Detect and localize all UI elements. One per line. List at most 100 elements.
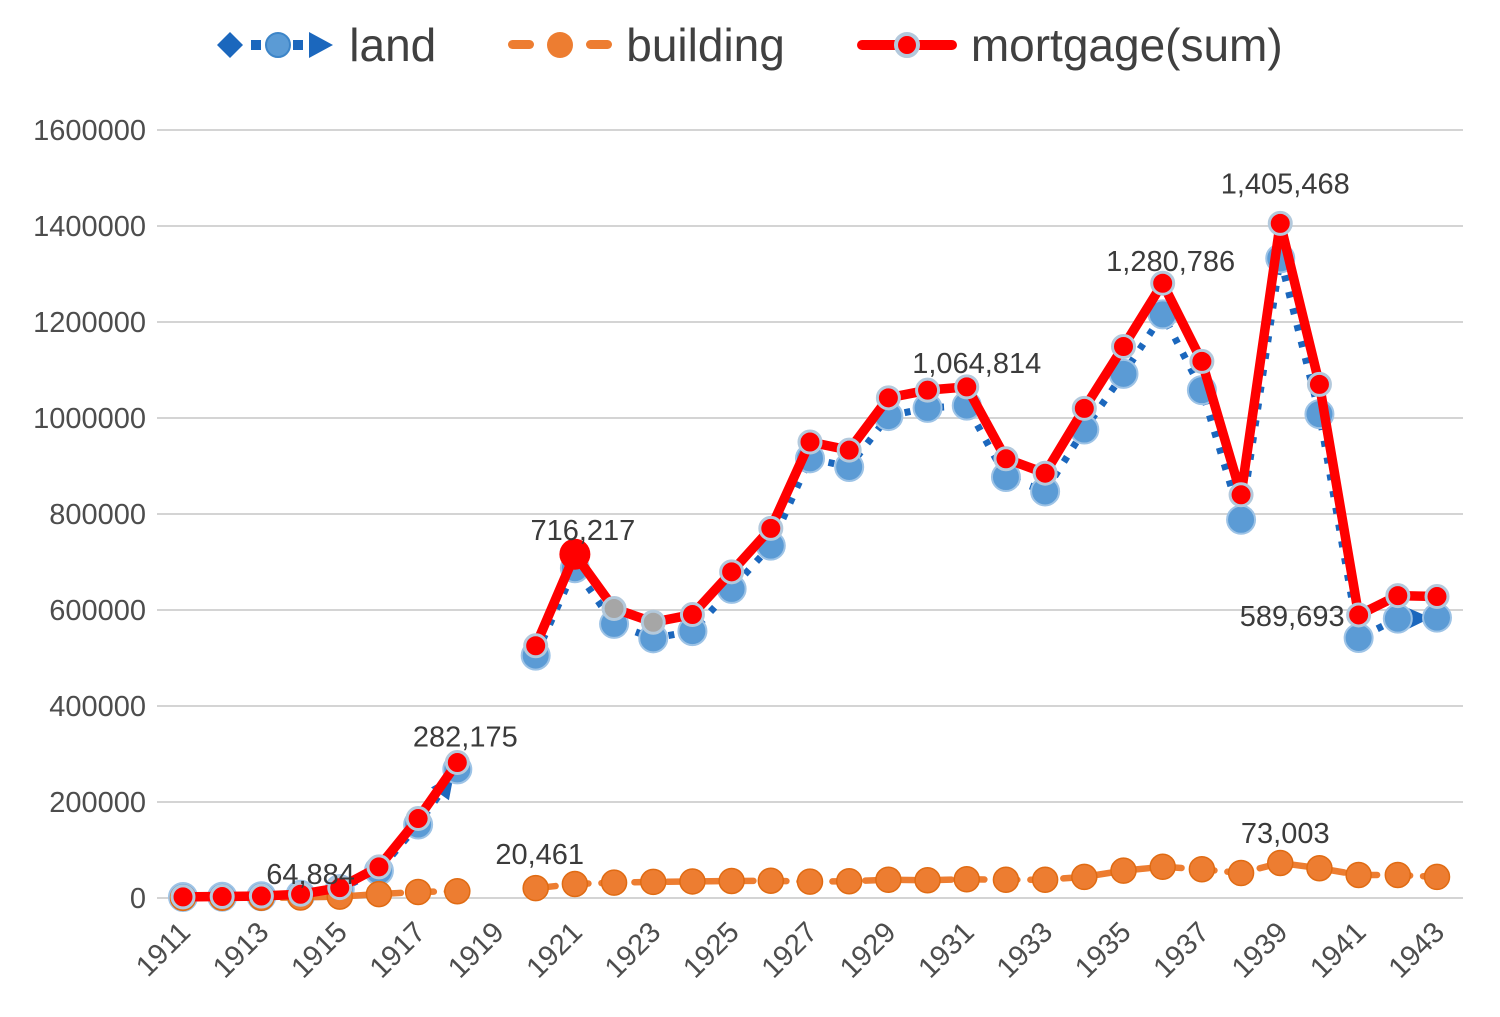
- series-mortgage(sum): [170, 210, 1450, 910]
- x-axis-tick-label: 1919: [442, 916, 510, 984]
- svg-text:1935: 1935: [1069, 916, 1137, 984]
- x-axis-tick-label: 1915: [285, 916, 353, 984]
- x-axis-tick-label: 1937: [1148, 916, 1216, 984]
- x-axis-tick-label: 1925: [677, 916, 745, 984]
- data-point-marker: [993, 446, 1019, 472]
- data-point-marker: [836, 437, 862, 463]
- data-label: 64,884: [266, 859, 355, 891]
- data-point-marker: [1384, 861, 1412, 889]
- x-axis-tick-label: 1931: [912, 916, 980, 984]
- x-axis-tick-label: 1923: [599, 916, 667, 984]
- data-point-marker: [405, 806, 431, 832]
- svg-text:1943: 1943: [1383, 916, 1451, 984]
- data-point-marker: [1150, 270, 1176, 296]
- y-axis-tick-label: 1000000: [33, 403, 146, 435]
- data-point-marker: [915, 377, 941, 403]
- svg-text:1929: 1929: [834, 916, 902, 984]
- data-point-marker: [954, 374, 980, 400]
- svg-text:1921: 1921: [521, 916, 589, 984]
- data-point-marker: [327, 875, 353, 901]
- data-point-marker: [1031, 866, 1059, 894]
- data-point-marker: [1110, 857, 1137, 884]
- x-axis-tick-label: 1911: [130, 916, 197, 983]
- data-point-marker: [1267, 849, 1294, 877]
- svg-text:1927: 1927: [756, 916, 824, 984]
- data-point-marker: [796, 868, 824, 895]
- data-point-marker: [835, 867, 863, 895]
- svg-text:1919: 1919: [442, 916, 510, 984]
- data-point-marker: [444, 750, 470, 776]
- data-point-marker: [758, 515, 784, 541]
- y-axis-tick-label: 800000: [49, 499, 146, 531]
- data-point-marker: [640, 868, 667, 896]
- x-axis-tick-label: 1917: [364, 916, 432, 984]
- data-point-marker: [559, 538, 591, 570]
- svg-text:1931: 1931: [912, 916, 980, 984]
- data-point-marker: [1228, 482, 1254, 508]
- data-point-marker: [1382, 603, 1413, 634]
- data-point-marker: [523, 633, 549, 659]
- data-point-marker: [1188, 855, 1216, 883]
- data-point-marker: [601, 596, 627, 622]
- data-point-marker: [719, 559, 745, 585]
- data-point-marker: [953, 866, 980, 893]
- data-point-marker: [561, 870, 589, 898]
- data-point-marker: [366, 854, 392, 880]
- data-point-marker: [914, 866, 941, 894]
- y-axis-tick-label: 400000: [49, 691, 146, 723]
- series-line: [531, 218, 1438, 648]
- x-axis-tick-label: 1929: [834, 916, 902, 984]
- data-point-marker: [1423, 863, 1451, 891]
- data-point-marker: [1385, 583, 1411, 609]
- svg-text:1941: 1941: [1304, 916, 1372, 984]
- line-end-arrow-icon: [1406, 607, 1432, 630]
- data-point-marker: [640, 609, 666, 635]
- data-point-marker: [1111, 333, 1136, 359]
- data-point-marker: [365, 880, 393, 908]
- data-point-marker: [1071, 863, 1098, 891]
- data-point-marker: [288, 881, 314, 907]
- x-axis-tick-label: 1943: [1383, 916, 1451, 984]
- x-axis-tick-label: 1939: [1226, 916, 1294, 984]
- data-point-marker: [1189, 348, 1215, 374]
- data-label: 1,280,786: [1106, 246, 1235, 278]
- data-point-marker: [1267, 210, 1293, 236]
- data-point-marker: [1424, 584, 1450, 610]
- data-point-marker: [444, 877, 471, 905]
- y-axis-tick-label: 200000: [49, 787, 146, 819]
- data-point-marker: [679, 868, 706, 895]
- x-axis-tick-label: 1913: [207, 916, 275, 984]
- data-point-marker: [992, 866, 1020, 894]
- series-line: [532, 859, 1441, 892]
- svg-text:1923: 1923: [599, 916, 667, 984]
- data-label: 282,175: [413, 722, 518, 754]
- data-point-marker: [1343, 622, 1374, 653]
- x-axis-tick-label: 1921: [521, 916, 589, 984]
- data-point-marker: [875, 385, 901, 411]
- data-point-marker: [1227, 859, 1255, 887]
- data-point-marker: [170, 884, 196, 910]
- y-axis-tick-label: 1400000: [33, 211, 146, 243]
- data-point-marker: [1346, 602, 1372, 628]
- svg-text:1917: 1917: [364, 916, 432, 984]
- svg-text:1937: 1937: [1148, 916, 1216, 984]
- data-point-marker: [1306, 854, 1333, 882]
- svg-text:1939: 1939: [1226, 916, 1294, 984]
- x-axis-tick-label: 1935: [1069, 916, 1137, 984]
- y-axis-tick-label: 600000: [49, 595, 146, 627]
- x-axis-tick-label: 1933: [991, 916, 1059, 984]
- data-point-marker: [404, 878, 432, 906]
- data-point-marker: [757, 867, 785, 894]
- svg-text:1915: 1915: [285, 916, 353, 984]
- data-point-marker: [1345, 861, 1372, 889]
- data-point-marker: [1071, 395, 1097, 421]
- data-point-marker: [797, 429, 823, 455]
- svg-text:1933: 1933: [991, 916, 1059, 984]
- data-point-marker: [875, 866, 902, 894]
- data-point-marker: [1149, 853, 1176, 881]
- data-label: 589,693: [1240, 601, 1345, 633]
- data-label: 20,461: [495, 839, 584, 871]
- data-label: 716,217: [530, 515, 635, 547]
